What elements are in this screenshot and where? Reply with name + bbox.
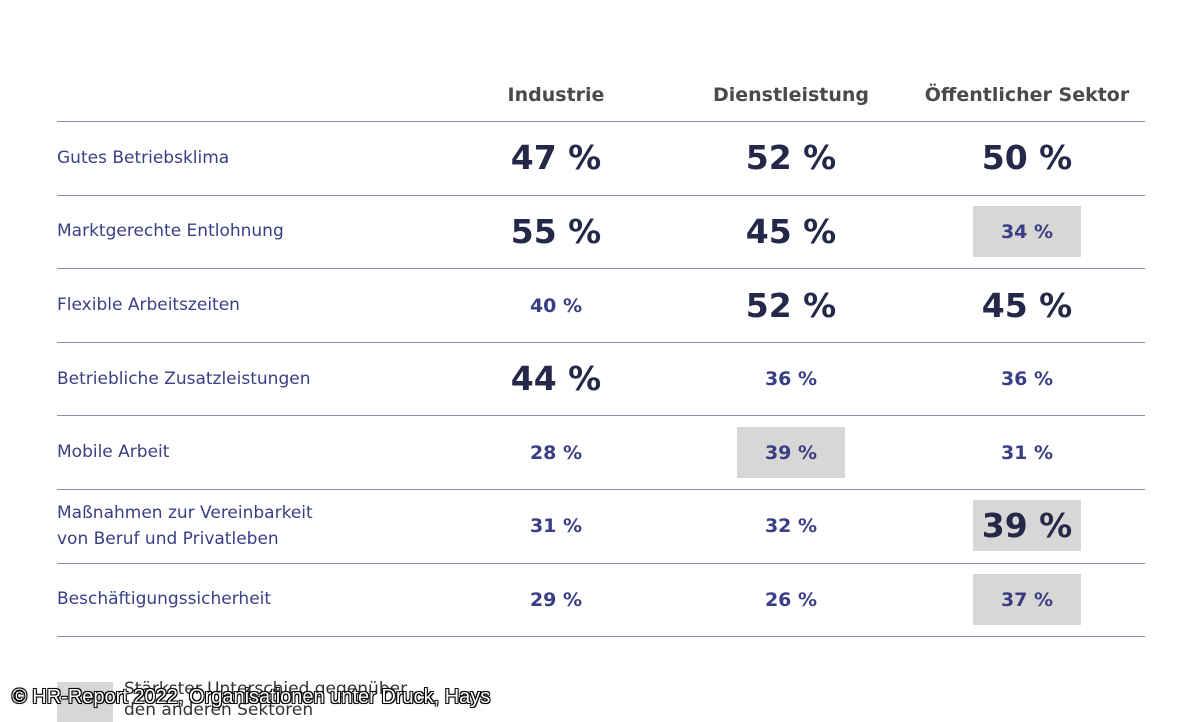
value-cell: 52 % xyxy=(745,138,837,177)
column-header: Dienstleistung xyxy=(712,84,870,106)
row-label-line: Marktgerechte Entlohnung xyxy=(57,221,284,241)
legend-text: Stärkster Unterschied gegenüber den ande… xyxy=(124,679,408,720)
row-divider xyxy=(57,195,1145,196)
row-label-line: Maßnahmen zur Vereinbarkeit xyxy=(57,503,313,523)
value-cell: 32 % xyxy=(764,514,818,537)
row-label: Marktgerechte Entlohnung xyxy=(57,218,284,244)
row-label-line: Gutes Betriebsklima xyxy=(57,148,230,168)
highlighted-value-cell: 39 % xyxy=(973,500,1081,551)
row-label: Betriebliche Zusatzleistungen xyxy=(57,366,310,392)
value-cell: 36 % xyxy=(764,367,818,390)
value-cell: 31 % xyxy=(529,514,583,537)
row-label-line: Betriebliche Zusatzleistungen xyxy=(57,369,311,389)
row-label: Gutes Betriebsklima xyxy=(57,145,229,171)
copyright-watermark: © HR-Report 2022, Organisationen unter D… xyxy=(12,686,491,708)
value-cell: 45 % xyxy=(745,212,837,251)
highlighted-value-cell: 39 % xyxy=(737,427,845,478)
row-divider xyxy=(57,636,1145,637)
value-cell: 36 % xyxy=(1000,367,1054,390)
value-cell: 31 % xyxy=(1000,441,1054,464)
value-cell: 55 % xyxy=(510,212,602,251)
row-divider xyxy=(57,342,1145,343)
value-cell: 28 % xyxy=(529,441,583,464)
value-cell: 40 % xyxy=(529,294,583,317)
value-cell: 47 % xyxy=(510,138,602,177)
value-cell: 44 % xyxy=(510,359,602,398)
row-divider xyxy=(57,489,1145,490)
value-cell: 50 % xyxy=(981,138,1073,177)
row-label: Mobile Arbeit xyxy=(57,439,169,465)
value-cell: 29 % xyxy=(529,588,583,611)
highlighted-value-cell: 34 % xyxy=(973,206,1081,257)
row-label-line: Beschäftigungssicherheit xyxy=(57,589,272,609)
column-header: Industrie xyxy=(507,84,605,106)
row-label: Maßnahmen zur Vereinbarkeit von Beruf und… xyxy=(57,500,313,552)
row-label-line: Flexible Arbeitszeiten xyxy=(57,295,240,315)
highlighted-value-cell: 37 % xyxy=(973,574,1081,625)
row-label: Beschäftigungssicherheit xyxy=(57,586,271,612)
row-label: Flexible Arbeitszeiten xyxy=(57,292,240,318)
legend-swatch xyxy=(57,682,113,722)
value-cell: 26 % xyxy=(764,588,818,611)
row-divider xyxy=(57,563,1145,564)
row-divider xyxy=(57,415,1145,416)
row-label-line: von Beruf und Privatleben xyxy=(57,529,279,549)
row-divider xyxy=(57,268,1145,269)
value-cell: 45 % xyxy=(981,286,1073,325)
row-label-line: Mobile Arbeit xyxy=(57,442,170,462)
value-cell: 52 % xyxy=(745,286,837,325)
column-header: Öffentlicher Sektor xyxy=(924,84,1130,106)
row-divider xyxy=(57,121,1145,122)
